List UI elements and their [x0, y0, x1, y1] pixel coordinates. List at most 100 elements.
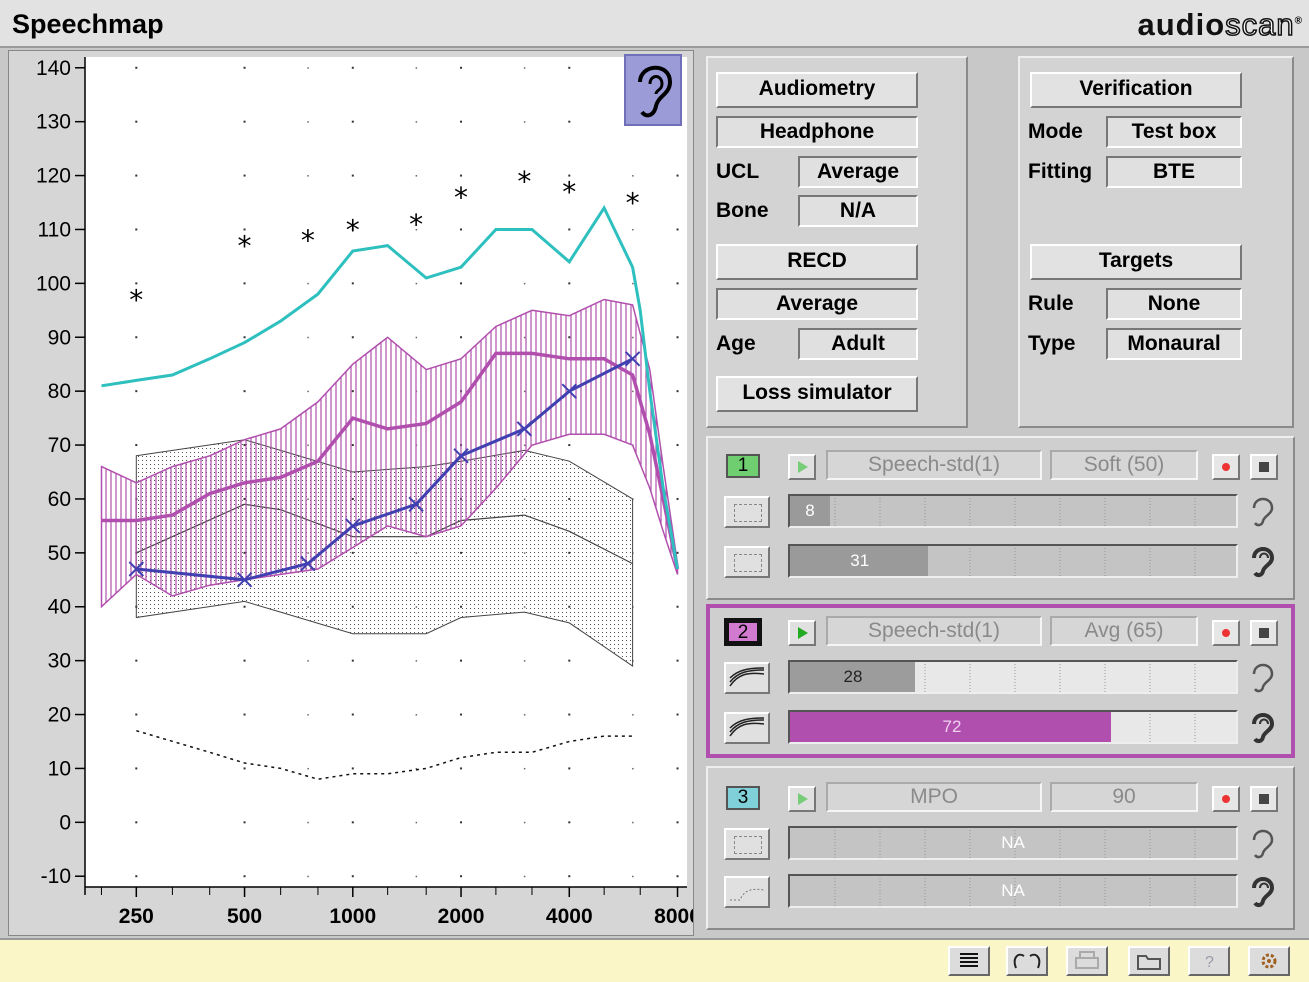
signal-1-number[interactable]: 1	[726, 454, 760, 478]
x-tick-label: 250	[119, 905, 154, 928]
signal-2-play-button[interactable]	[788, 620, 816, 646]
signal-3-stimulus[interactable]: MPO	[826, 782, 1042, 812]
age-field[interactable]: Adult	[798, 328, 918, 360]
ucl-field[interactable]: Average	[798, 156, 918, 188]
x-tick-label: 500	[227, 905, 262, 928]
grid-dot	[568, 174, 571, 177]
grid-dot	[243, 336, 246, 339]
ucl-marker: *	[238, 230, 252, 263]
grid-dot	[676, 174, 679, 177]
mode-field[interactable]: Test box	[1106, 116, 1242, 148]
type-field[interactable]: Monaural	[1106, 328, 1242, 360]
recd-field[interactable]: Average	[716, 288, 918, 320]
signal-1-curve2-icon-button[interactable]	[724, 546, 770, 578]
brand-part-audio: audio	[1137, 7, 1226, 42]
aided-threshold-marker	[345, 518, 361, 534]
grid-dot	[460, 66, 463, 69]
grid-dot	[568, 120, 571, 123]
rule-field[interactable]: None	[1106, 288, 1242, 320]
signal-2-stimulus[interactable]: Speech-std(1)	[826, 616, 1042, 646]
grid-dot	[415, 282, 418, 285]
grid-dot	[351, 659, 354, 662]
grid-dot	[460, 228, 463, 231]
help-button[interactable]: ?	[1188, 946, 1230, 976]
grid-dot	[135, 767, 138, 770]
open-folder-button[interactable]	[1128, 946, 1170, 976]
grid-dot	[243, 767, 246, 770]
grid-dot	[676, 336, 679, 339]
loss-simulator-button[interactable]: Loss simulator	[716, 376, 918, 412]
signal-3-play-button[interactable]	[788, 786, 816, 812]
ucl-marker: *	[454, 181, 468, 214]
settings-button[interactable]	[1248, 946, 1290, 976]
grid-dot	[568, 66, 571, 69]
signal-1-bar-2: 31	[788, 544, 1238, 578]
signal-1-stimulus[interactable]: Speech-std(1)	[826, 450, 1042, 480]
transducer-field[interactable]: Headphone	[716, 116, 918, 148]
verification-button[interactable]: Verification	[1030, 72, 1242, 108]
grid-dot	[307, 228, 309, 231]
grid-dot	[523, 821, 526, 824]
signal-1-curve1-icon-button[interactable]	[724, 496, 770, 528]
speechmap-chart: 140 130 120 110 100 90 80 70 60 50 40 30 20 10 0 -10 250…	[8, 50, 694, 936]
spectrum-outline-icon	[730, 888, 765, 901]
signal-3-record-button[interactable]	[1212, 786, 1240, 812]
signal-3-number[interactable]: 3	[726, 786, 760, 810]
grid-dot	[415, 67, 418, 69]
brand-logo: audioscan®	[1137, 6, 1303, 43]
y-tick-label: 140	[36, 57, 71, 80]
grid-dot	[460, 282, 463, 285]
printer-icon	[1075, 951, 1099, 969]
x-tick-label: 8000	[654, 905, 693, 928]
bar-fill	[790, 712, 1112, 742]
y-tick-label: -10	[41, 865, 71, 888]
y-tick-label: 0	[59, 811, 71, 834]
list-view-button[interactable]	[948, 946, 990, 976]
signal-3-curve2-icon-button[interactable]	[724, 876, 770, 908]
grid-dot	[460, 821, 463, 824]
grid-dot	[568, 713, 571, 716]
ear-select-button[interactable]	[624, 54, 682, 126]
bone-field[interactable]: N/A	[798, 195, 918, 227]
fitting-field[interactable]: BTE	[1106, 156, 1242, 188]
grid-dot	[460, 875, 463, 878]
bar-fill	[790, 546, 929, 576]
signal-1-play-button[interactable]	[788, 454, 816, 480]
y-tick-label: 130	[36, 111, 71, 134]
ear-outline-icon	[1248, 826, 1276, 860]
recd-button[interactable]: RECD	[716, 244, 918, 280]
grid-dot	[243, 282, 246, 285]
grid-dot	[307, 767, 309, 770]
grid-dot	[243, 66, 246, 69]
signal-2-record-button[interactable]	[1212, 620, 1240, 646]
audiometry-button[interactable]: Audiometry	[716, 72, 918, 108]
grid-dot	[415, 767, 418, 770]
ucl-marker: *	[301, 224, 315, 257]
aided-threshold-marker	[128, 561, 145, 577]
signal-2-stop-button[interactable]	[1250, 620, 1278, 646]
signal-1-level[interactable]: Soft (50)	[1050, 450, 1198, 480]
signal-3-level[interactable]: 90	[1050, 782, 1198, 812]
grid-dot	[568, 767, 571, 770]
targets-button[interactable]: Targets	[1030, 244, 1242, 280]
signal-2-curve1-icon-button[interactable]	[724, 662, 770, 694]
print-button[interactable]	[1066, 946, 1108, 976]
grid-dot	[460, 713, 463, 716]
y-tick-label: 10	[48, 757, 71, 780]
signal-2-level[interactable]: Avg (65)	[1050, 616, 1198, 646]
signal-1-stop-button[interactable]	[1250, 454, 1278, 480]
signal-3-stop-button[interactable]	[1250, 786, 1278, 812]
signal-1-record-button[interactable]	[1212, 454, 1240, 480]
bar-value: NA	[1001, 881, 1025, 900]
ear-shaded-icon	[1248, 710, 1276, 744]
signal-3-curve1-icon-button[interactable]	[724, 828, 770, 860]
grid-dot	[307, 390, 309, 393]
folder-icon	[1137, 955, 1161, 970]
signal-2-number[interactable]: 2	[724, 618, 762, 646]
grid-dot	[415, 121, 418, 123]
brand-part-scan: scan	[1224, 6, 1295, 43]
grid-dot	[243, 174, 246, 177]
grid-dot	[523, 282, 526, 285]
binaural-button[interactable]	[1006, 946, 1048, 976]
signal-2-curve2-icon-button[interactable]	[724, 712, 770, 744]
